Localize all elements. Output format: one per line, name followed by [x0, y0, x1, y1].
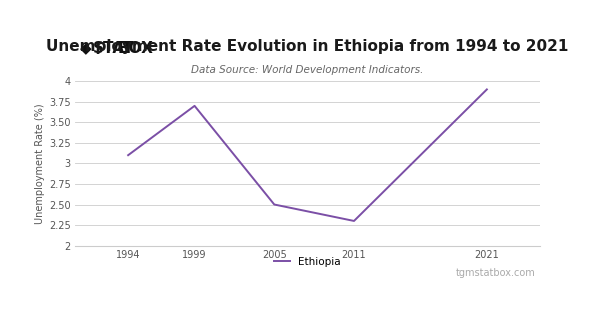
- Text: Unemployment Rate Evolution in Ethiopia from 1994 to 2021: Unemployment Rate Evolution in Ethiopia …: [46, 39, 569, 54]
- Text: BOX: BOX: [118, 41, 154, 56]
- Text: STAT: STAT: [92, 41, 134, 56]
- Y-axis label: Unemployment Rate (%): Unemployment Rate (%): [35, 103, 45, 224]
- Text: ◆: ◆: [80, 41, 91, 56]
- Text: Data Source: World Development Indicators.: Data Source: World Development Indicator…: [191, 65, 424, 75]
- Text: tgmstatbox.com: tgmstatbox.com: [455, 268, 535, 278]
- Legend: Ethiopia: Ethiopia: [270, 252, 345, 271]
